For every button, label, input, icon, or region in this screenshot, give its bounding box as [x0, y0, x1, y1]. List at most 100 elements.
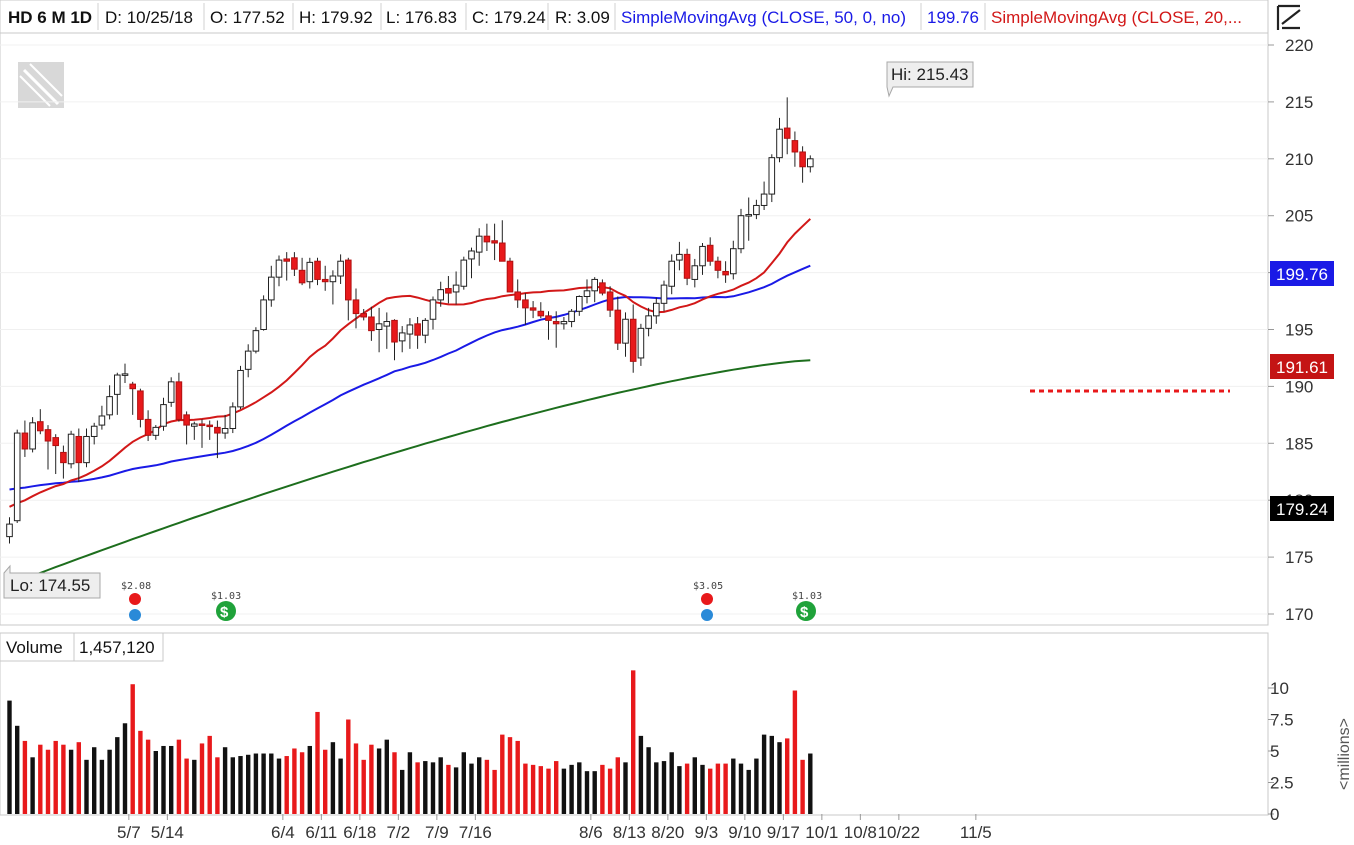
candle-body: [622, 318, 629, 344]
dividend-marker-4[interactable]: $1.03 $: [792, 591, 822, 621]
volume-bar: [423, 761, 428, 814]
candle-body: [360, 313, 367, 318]
volume-bar: [145, 739, 151, 814]
candle-body: [522, 299, 529, 309]
chart-style-icon[interactable]: [1275, 2, 1330, 32]
candle-body: [252, 330, 260, 352]
volume-bar: [230, 757, 235, 814]
candle-body: [291, 257, 298, 270]
header-date: D: 10/25/18: [105, 8, 193, 27]
volume-bar: [646, 747, 651, 814]
volume-bar: [484, 759, 490, 814]
volume-bar: [446, 764, 451, 814]
candle-body: [345, 259, 352, 301]
volume-bar: [769, 735, 774, 814]
candle-body: [329, 275, 337, 283]
candle-body: [645, 315, 652, 329]
price-tag: 179.24: [1270, 496, 1334, 521]
header-bar: HD 6 M 1D D: 10/25/18 O: 177.52 H: 179.9…: [0, 0, 1269, 34]
volume-bar: [53, 740, 58, 814]
price-axis: [1268, 33, 1354, 625]
candle-body: [298, 269, 306, 284]
volume-bar: [631, 670, 636, 814]
candle-body: [368, 316, 375, 332]
volume-bar: [761, 734, 767, 814]
header-close: C: 179.24: [472, 8, 546, 27]
volume-bar: [130, 684, 135, 814]
volume-bar: [430, 762, 436, 814]
candle-body: [668, 260, 676, 287]
candle-body: [468, 250, 475, 260]
volume-bar: [530, 764, 536, 814]
volume-bar: [677, 766, 682, 814]
x-tick-label: 8/6: [579, 823, 603, 842]
candle-body: [314, 260, 321, 280]
candle-body: [391, 319, 398, 343]
volume-bar: [338, 758, 343, 814]
dividend-marker-1[interactable]: $2.08: [121, 581, 151, 621]
candle-body: [183, 414, 190, 426]
lo-label: Lo: 174.55: [3, 564, 101, 599]
volume-bar: [708, 768, 713, 814]
x-tick-label: 9/3: [695, 823, 719, 842]
candle-body: [760, 193, 768, 206]
volume-value: 1,457,120: [79, 638, 155, 657]
volume-bar: [353, 743, 359, 814]
volume-bar: [369, 744, 374, 814]
candle-body: [799, 151, 806, 168]
volume-bar: [561, 768, 567, 814]
y-tick-label: 215: [1285, 93, 1313, 112]
volume-bar: [38, 744, 43, 814]
volume-bar: [415, 762, 420, 814]
volume-bar: [7, 700, 12, 814]
home-depot-logo: [18, 62, 64, 108]
sma20-line: [9, 218, 811, 508]
dividend-marker-3[interactable]: $3.05: [693, 581, 723, 621]
header-range: R: 3.09: [555, 8, 610, 27]
volume-bar: [584, 771, 590, 814]
candle-body: [98, 415, 106, 426]
candle-body: [807, 158, 814, 168]
volume-bar: [299, 752, 305, 814]
candle-body: [398, 332, 406, 342]
candle-body: [268, 276, 275, 301]
volume-bar: [253, 753, 259, 814]
candle-body: [90, 425, 98, 437]
candle-body: [629, 318, 637, 362]
volume-bar: [500, 734, 505, 814]
candle-body: [637, 327, 645, 359]
sma20-tag-text: 191.61: [1276, 358, 1328, 377]
hi-label-text: Hi: 215.43: [891, 65, 969, 84]
candle-body: [783, 127, 791, 139]
header-open: O: 177.52: [210, 8, 285, 27]
candle-body: [306, 261, 314, 283]
volume-bar: [731, 758, 736, 814]
volume-bars: [7, 670, 813, 814]
candle-body: [506, 260, 514, 293]
candle-body: [75, 435, 83, 464]
candle-body: [52, 437, 60, 447]
candle-body: [737, 215, 745, 250]
volume-bar: [477, 757, 482, 814]
volume-bar: [30, 757, 35, 814]
volume-y-axis: 10 7.5 5 2.5 0: [1268, 679, 1294, 824]
x-tick-label: 7/9: [425, 823, 449, 842]
volume-bar: [45, 749, 51, 814]
volume-bar: [808, 753, 813, 814]
dividend-marker-2[interactable]: $1.03 $: [211, 591, 241, 621]
x-tick-label: 6/18: [343, 823, 376, 842]
volume-bar: [184, 758, 189, 814]
volume-bar: [438, 757, 443, 814]
volume-bar: [669, 752, 674, 814]
candle-body: [699, 245, 706, 267]
volume-bar: [746, 769, 751, 814]
volume-bar: [246, 754, 251, 814]
candle-body: [44, 429, 52, 442]
x-tick-label: 10/8: [844, 823, 877, 842]
x-tick-label: 5/14: [151, 823, 184, 842]
volume-bar: [453, 767, 459, 814]
volume-bar: [754, 758, 759, 814]
volume-label: Volume: [6, 638, 63, 657]
header-symbol: HD 6 M 1D: [8, 8, 92, 27]
